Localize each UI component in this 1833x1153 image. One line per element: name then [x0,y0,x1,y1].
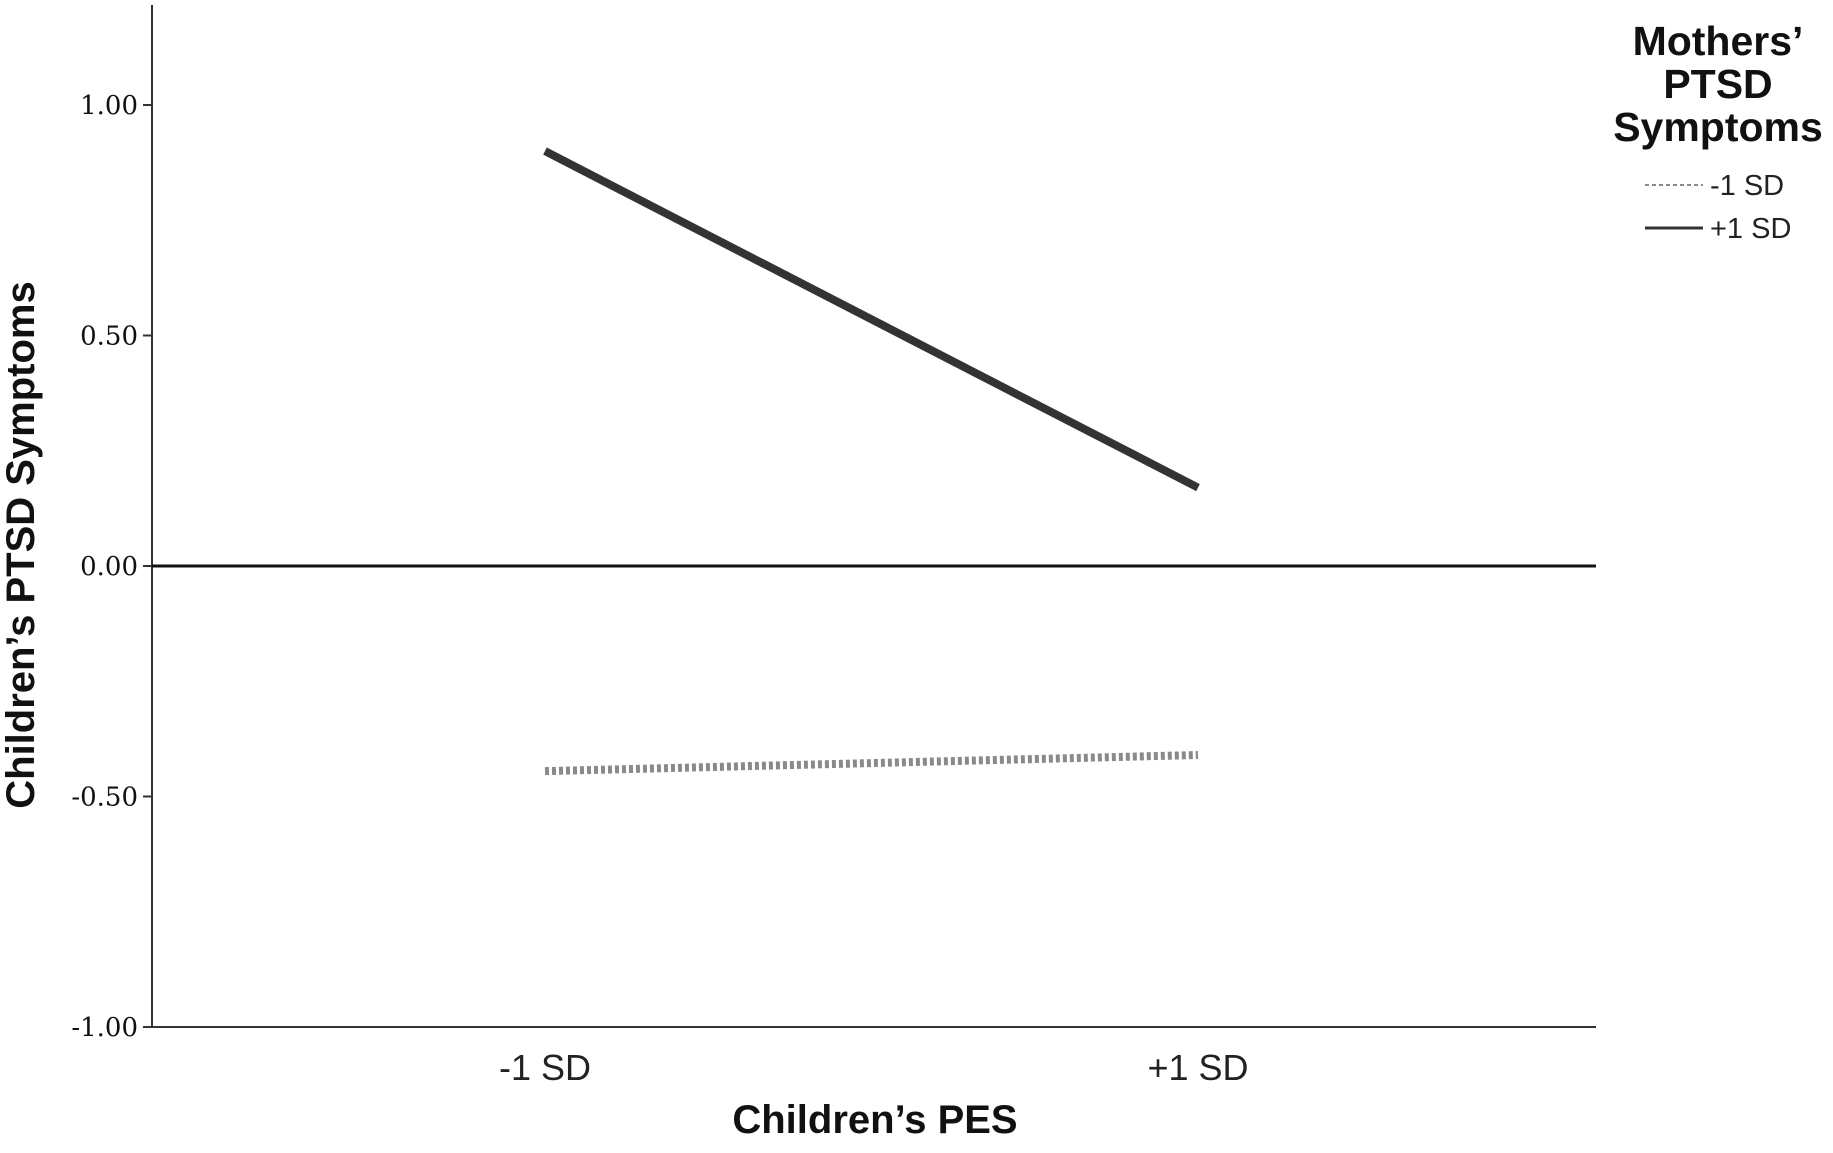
axes [151,5,1596,1028]
y-tick-label: 0.50 [80,322,138,352]
legend-title-line-1: Mothers’ [1633,18,1804,64]
y-axis-ticks: 1.00 0.50 0.00 -0.50 -1.00 [71,91,152,1043]
y-tick-label: 0.00 [80,552,138,582]
legend-title-line-2: PTSD [1663,61,1772,107]
series-layer [543,147,1200,776]
series-line-1 [544,751,1199,776]
legend: Mothers’ PTSD Symptoms -1 SD +1 SD [1613,18,1823,245]
x-tick-label: -1 SD [499,1047,591,1088]
x-axis-ticks: -1 SD +1 SD [499,1047,1249,1088]
y-tick-label: -1.00 [71,1013,138,1043]
y-axis-title: Children’s PTSD Symptoms [0,281,43,809]
y-tick-label: -0.50 [71,783,138,813]
legend-label-2: +1 SD [1710,213,1791,245]
legend-title-line-3: Symptoms [1613,104,1823,150]
x-tick-label: +1 SD [1147,1047,1248,1088]
x-axis-title: Children’s PES [732,1098,1017,1142]
y-tick-label: 1.00 [80,91,138,121]
legend-entries: -1 SD +1 SD [1645,170,1791,245]
series-line-2 [543,147,1200,492]
legend-label-1: -1 SD [1710,170,1784,202]
